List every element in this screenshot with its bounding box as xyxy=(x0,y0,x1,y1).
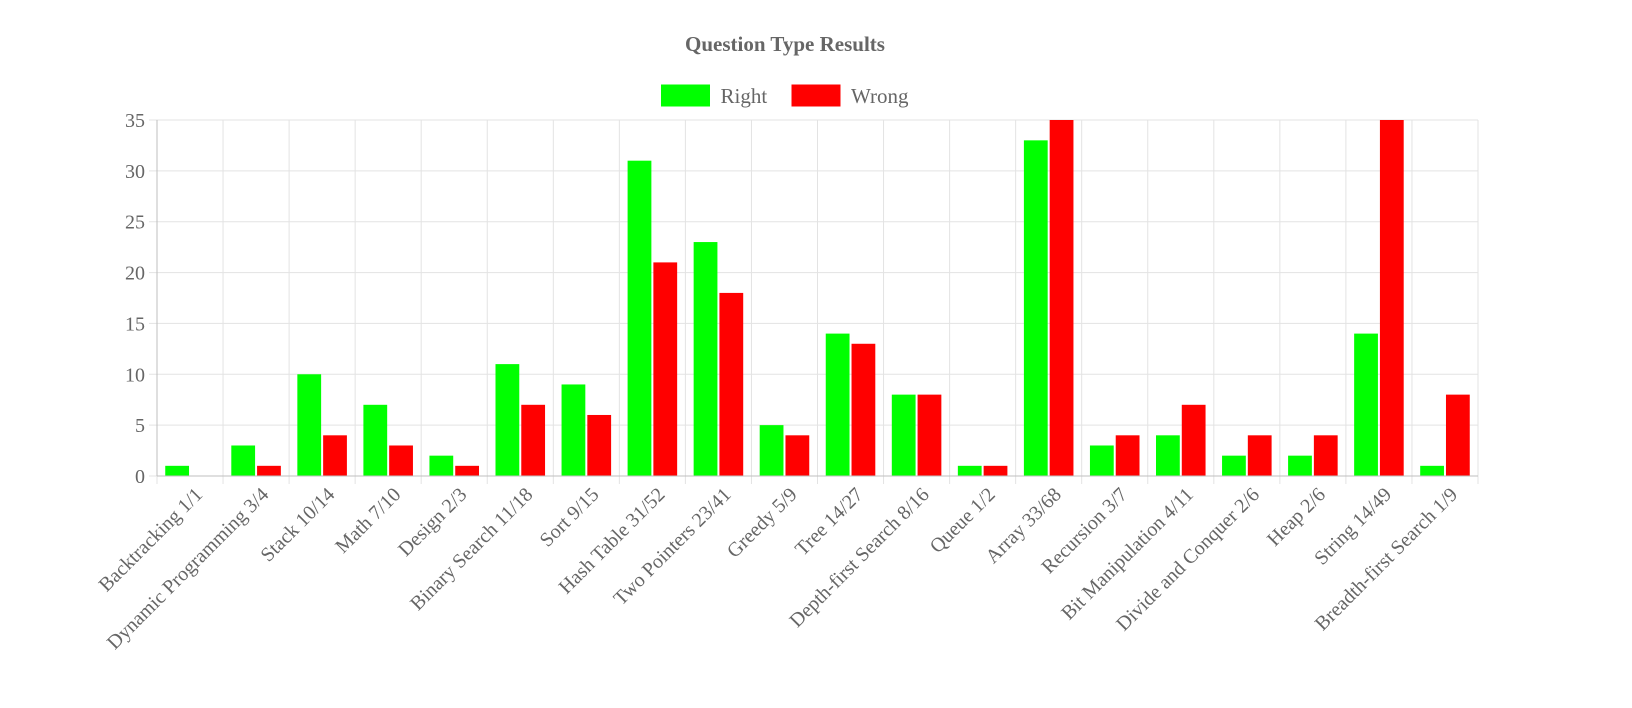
bar-wrong xyxy=(851,343,876,476)
bar-right xyxy=(429,455,454,476)
legend-label-wrong: Wrong xyxy=(851,84,909,108)
bar-right xyxy=(1023,140,1048,477)
bar-wrong xyxy=(1313,435,1338,476)
bar-wrong xyxy=(983,465,1008,476)
bar-wrong xyxy=(719,292,744,476)
x-tick-label: Two Pointers 23/41 xyxy=(609,484,735,610)
y-tick-label: 35 xyxy=(125,110,145,132)
bar-right xyxy=(363,404,388,476)
bar-wrong xyxy=(1247,435,1272,476)
bar-wrong xyxy=(1049,120,1074,476)
bar-wrong xyxy=(1445,394,1470,476)
grid-lines xyxy=(149,119,1479,484)
bar-wrong xyxy=(521,404,546,476)
bar-right xyxy=(957,465,982,476)
bar-right xyxy=(231,445,256,476)
bar-wrong xyxy=(1181,404,1206,476)
bar-wrong xyxy=(389,445,413,476)
x-tick-label: Heap 2/6 xyxy=(1263,484,1330,551)
y-tick-label: 20 xyxy=(125,263,145,285)
x-tick-label: Sort 9/15 xyxy=(536,484,604,552)
bar-right xyxy=(495,364,520,476)
bar-right xyxy=(693,242,718,476)
x-tick-label: Binary Search 11/18 xyxy=(406,484,537,615)
bar-right xyxy=(1222,455,1246,476)
bar-wrong xyxy=(323,435,347,476)
bar-wrong xyxy=(257,465,281,476)
bar-right xyxy=(561,384,586,476)
bar-wrong xyxy=(587,414,612,476)
legend-label-right: Right xyxy=(721,84,768,108)
bar-right xyxy=(891,394,916,476)
bar-right xyxy=(165,465,190,476)
bar-wrong xyxy=(917,394,942,476)
bar-right xyxy=(627,160,652,476)
x-tick-label: Greedy 5/9 xyxy=(723,484,802,563)
bar-wrong xyxy=(653,262,678,476)
legend-swatch-wrong xyxy=(790,83,842,108)
bar-right xyxy=(1155,435,1180,476)
bar-wrong xyxy=(455,465,480,476)
bar-right xyxy=(759,425,784,476)
legend-swatch-right xyxy=(660,83,711,108)
bar-right xyxy=(1354,333,1378,476)
bar-wrong xyxy=(785,435,810,476)
y-tick-label: 5 xyxy=(135,415,145,437)
bar-right xyxy=(1288,455,1312,476)
bar-right xyxy=(1089,445,1114,476)
chart-title: Question Type Results xyxy=(685,32,885,56)
bar-wrong xyxy=(1379,120,1404,476)
bar-right xyxy=(1420,465,1444,476)
bar-right xyxy=(297,374,322,476)
legend: Right Wrong xyxy=(660,83,909,108)
bars xyxy=(165,120,1470,477)
y-tick-label: 15 xyxy=(125,313,145,335)
bar-wrong xyxy=(1115,435,1140,476)
y-tick-label: 10 xyxy=(125,364,145,386)
y-tick-label: 30 xyxy=(125,161,145,183)
bar-right xyxy=(825,333,850,476)
y-tick-label: 0 xyxy=(135,466,145,488)
y-tick-label: 25 xyxy=(125,212,145,234)
